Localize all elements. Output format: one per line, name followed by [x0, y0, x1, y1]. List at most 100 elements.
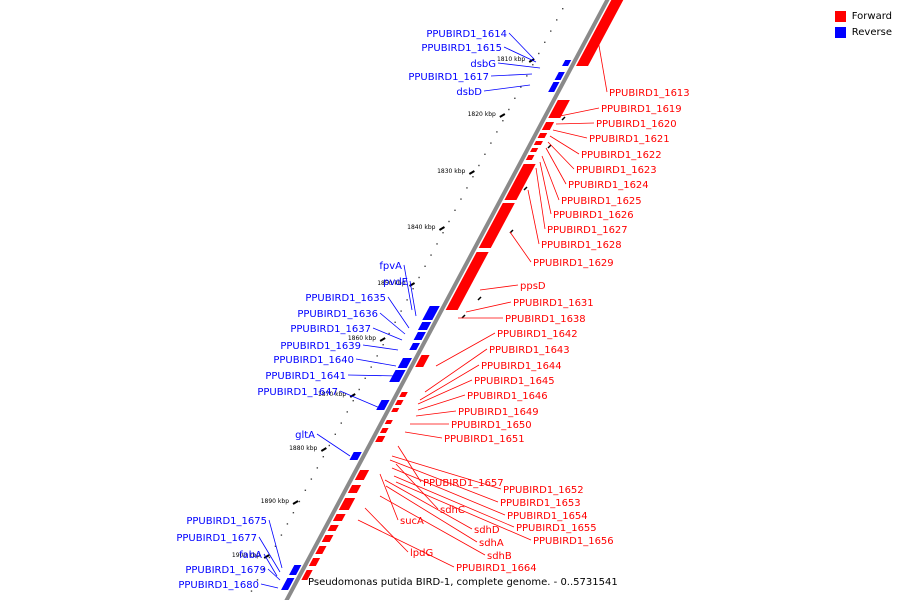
kbp-tick-layer: 1810 kbp 1820 kbp 1830 kbp 1840 kbp 1850 kbp…	[232, 56, 535, 559]
gene-label-leader	[435, 332, 496, 367]
gene-label-leader	[497, 62, 541, 69]
gene-label: PPUBIRD1_1680	[178, 580, 259, 591]
forward-gene-block	[399, 392, 408, 397]
minor-tick-dot	[370, 366, 372, 368]
gene-label: PPUBIRD1_1646	[467, 391, 548, 402]
kbp-tick-mark	[468, 170, 475, 175]
minor-tick-dot	[268, 556, 271, 559]
gene-label: PPUBIRD1_1622	[581, 150, 662, 161]
gene-label: PPUBIRD1_1614	[426, 29, 507, 40]
reverse-gene-block	[349, 452, 362, 460]
kbp-tick-label: 1870 kbp	[318, 391, 346, 398]
kbp-tick-mark	[409, 282, 416, 287]
gene-label-leader	[397, 445, 422, 483]
kbp-tick-mark	[263, 554, 270, 559]
gene-label-leader	[387, 296, 410, 329]
forward-gene-block	[332, 514, 346, 521]
reverse-gene-block	[562, 60, 572, 66]
kbp-tick-label: 1820 kbp	[468, 111, 496, 118]
minor-tick-dot	[256, 579, 259, 581]
gene-label: ppsD	[520, 281, 546, 292]
gene-label-layer: PPUBIRD1_1614 PPUBIRD1_1615 dsbG PPUBIRD1_1…	[176, 29, 689, 591]
kbp-tick-mark	[438, 226, 445, 231]
legend-forward: Forward	[834, 8, 892, 24]
minor-tick-dot	[352, 400, 354, 402]
gene-label: PPUBIRD1_1655	[516, 523, 597, 534]
minor-tick-dot	[508, 108, 510, 111]
reverse-gene-block	[417, 322, 432, 330]
gene-label-leader	[559, 107, 600, 117]
minor-tick-dot	[448, 220, 450, 223]
forward-gene-block	[530, 148, 539, 152]
forward-gene-block	[478, 203, 515, 248]
forward-gene-block	[327, 525, 339, 531]
strand-tick-mark	[547, 144, 552, 149]
gene-label-leader	[316, 433, 351, 457]
minor-tick-dot	[304, 489, 307, 491]
minor-tick-dot	[286, 523, 289, 525]
gene-label: sdhD	[474, 525, 500, 536]
gene-label-leader	[465, 301, 512, 313]
gene-label: PPUBIRD1_1653	[500, 498, 581, 509]
minor-tick-dot	[298, 500, 301, 503]
gene-label-leader	[490, 73, 533, 77]
gene-label: PPUBIRD1_1626	[553, 210, 634, 221]
gene-label: fabA	[239, 550, 262, 561]
minor-tick-dot	[430, 254, 432, 256]
gene-label: gltA	[295, 430, 315, 441]
minor-tick-dot	[400, 310, 402, 312]
kbp-tick-mark	[292, 500, 299, 505]
gene-label-leader	[415, 410, 457, 417]
gene-label: fpvA	[379, 261, 402, 272]
reverse-gene-block	[422, 306, 440, 320]
gene-block-layer	[281, 0, 624, 590]
strand-legend: Forward Reverse	[834, 8, 892, 40]
minor-tick-dot	[544, 41, 546, 43]
minor-tick-dot	[442, 232, 444, 234]
minor-tick-dot	[280, 534, 283, 536]
forward-gene-block	[379, 428, 389, 433]
kbp-tick-mark	[379, 337, 386, 342]
forward-gene-block	[384, 420, 393, 424]
gene-label: PPUBIRD1_1615	[421, 43, 502, 54]
forward-gene-block	[391, 408, 400, 412]
gene-label: PPUBIRD1_1657	[423, 478, 504, 489]
gene-label: PPUBIRD1_1644	[481, 361, 562, 372]
minor-tick-dot	[376, 355, 378, 357]
forward-gene-block	[415, 355, 430, 367]
minor-tick-dot	[484, 153, 486, 155]
kbp-tick-mark	[499, 113, 506, 118]
gene-label: PPUBIRD1_1638	[505, 314, 586, 325]
minor-tick-dot	[532, 64, 534, 66]
gene-label-leader	[347, 374, 399, 377]
gene-label-leader	[508, 32, 535, 60]
kbp-tick-label: 1850 kbp	[377, 280, 405, 287]
kbp-tick-label: 1880 kbp	[289, 445, 317, 452]
gene-label-leader	[552, 129, 588, 139]
minor-tick-dot	[454, 209, 456, 211]
gene-label: PPUBIRD1_1637	[290, 324, 371, 335]
reverse-gene-block	[397, 358, 412, 368]
gene-label: PPUBIRD1_1664	[456, 563, 537, 574]
minor-tick-dot	[364, 377, 366, 379]
gene-label: PPUBIRD1_1649	[458, 407, 539, 418]
kbp-tick-label: 1860 kbp	[348, 335, 376, 342]
forward-gene-block	[375, 436, 386, 442]
gene-label-leader	[395, 481, 532, 541]
gene-label-leader	[483, 84, 531, 92]
minor-tick-dot	[490, 142, 492, 144]
gene-label-leader	[263, 553, 278, 577]
reverse-swatch	[834, 26, 846, 38]
gene-label-leader	[395, 463, 439, 510]
gene-label: PPUBIRD1_1613	[609, 88, 690, 99]
gene-label-leader	[372, 327, 403, 341]
minor-tick-dot	[556, 19, 558, 21]
gene-label: sdhC	[440, 505, 465, 516]
gene-label: PPUBIRD1_1677	[176, 533, 257, 544]
reverse-gene-block	[409, 343, 421, 350]
kbp-tick-label: 1900 kbp	[232, 552, 260, 559]
forward-gene-block	[504, 164, 536, 200]
forward-gene-block	[315, 546, 327, 554]
forward-gene-block	[354, 470, 370, 480]
reverse-gene-block	[548, 82, 560, 92]
